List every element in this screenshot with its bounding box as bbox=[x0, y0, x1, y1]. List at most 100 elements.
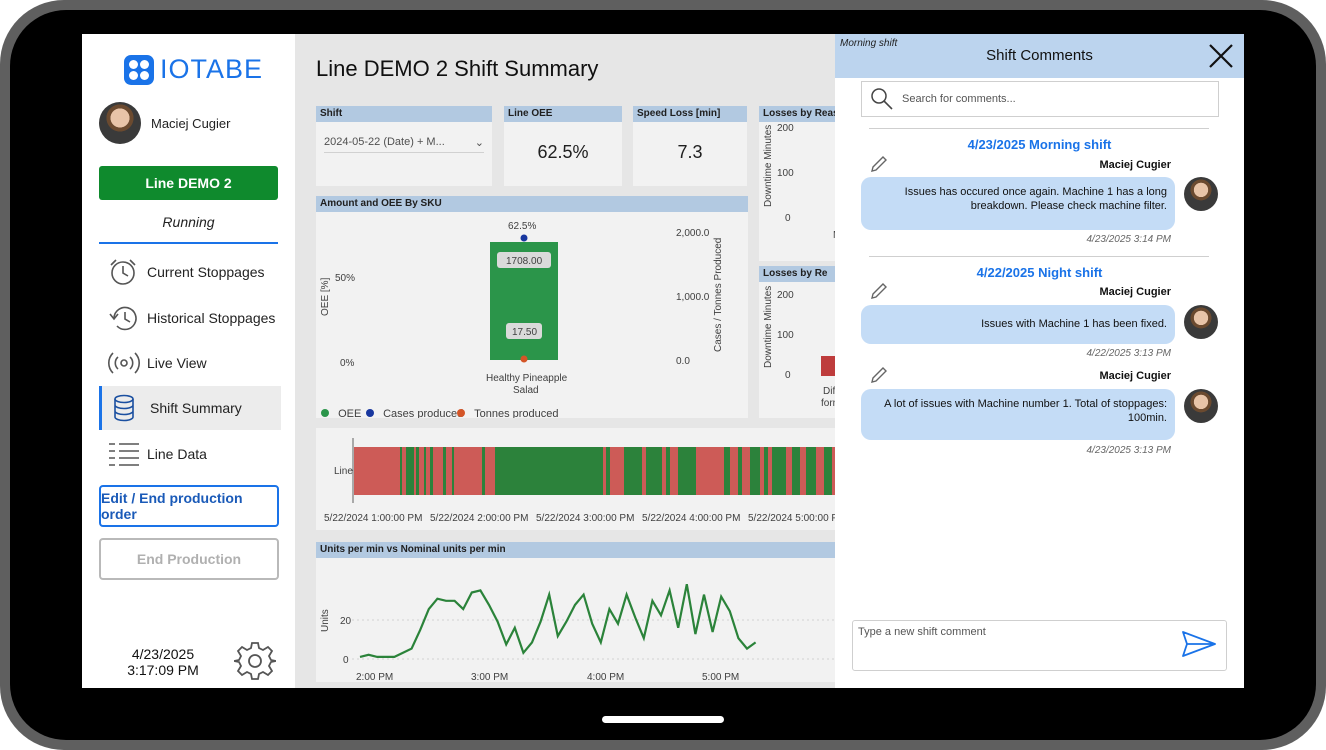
search-input[interactable]: Search for comments... bbox=[861, 81, 1219, 117]
sidebar-item-live-view[interactable]: Live View bbox=[99, 341, 278, 385]
timeline-segment bbox=[642, 447, 646, 495]
losses-tick: 100 bbox=[777, 330, 794, 341]
sidebar-item-historical-stoppages[interactable]: Historical Stoppages bbox=[99, 296, 278, 340]
timeline-card: Line B 5/22/2024 1:00:00 PM 5/22/2024 2:… bbox=[316, 428, 894, 530]
timeline-segment bbox=[426, 447, 430, 495]
end-production-button[interactable]: End Production bbox=[99, 538, 279, 580]
sidebar-item-label: Shift Summary bbox=[150, 400, 242, 416]
losses-tick: 0 bbox=[785, 370, 791, 381]
shift-tag: Morning shift bbox=[840, 38, 898, 49]
current-date: 4/23/2025 bbox=[131, 646, 195, 662]
units-xtick: 5:00 PM bbox=[702, 672, 739, 682]
close-icon[interactable] bbox=[1207, 42, 1235, 70]
pencil-icon[interactable] bbox=[870, 366, 888, 384]
chevron-down-icon: ⌄ bbox=[474, 136, 484, 149]
comment-author: Maciej Cugier bbox=[1099, 370, 1171, 382]
timeline-segment bbox=[446, 447, 452, 495]
timeline-segment bbox=[738, 447, 742, 495]
speed-loss-value: 7.3 bbox=[677, 142, 703, 162]
legend-cases: _Cases produced bbox=[376, 408, 463, 418]
losses-tick: 0 bbox=[785, 213, 791, 224]
units-ytick: 0 bbox=[343, 655, 349, 666]
oee-card: Line OEE 62.5% bbox=[504, 106, 622, 186]
line-select-button[interactable]: Line DEMO 2 bbox=[99, 166, 278, 200]
units-xtick: 2:00 PM bbox=[356, 672, 393, 682]
card-header: Speed Loss [min] bbox=[633, 106, 747, 122]
timeline-segment bbox=[424, 447, 426, 495]
losses-tick: 200 bbox=[777, 123, 794, 134]
timeline-tick: 5/22/2024 5:00:00 PM bbox=[748, 513, 846, 524]
pencil-icon[interactable] bbox=[870, 155, 888, 173]
legend-tonnes: _Tonnes produced bbox=[467, 408, 559, 418]
pencil-icon[interactable] bbox=[870, 282, 888, 300]
timeline-segment bbox=[414, 447, 416, 495]
timeline-segment bbox=[485, 447, 495, 495]
sidebar-item-line-data[interactable]: Line Data bbox=[99, 432, 278, 476]
losses-category: form bbox=[821, 398, 841, 409]
tonnes-point bbox=[520, 355, 528, 363]
gear-icon[interactable] bbox=[233, 640, 277, 682]
sku-category-label: Healthy Pineapple bbox=[486, 373, 568, 384]
timeline-tick: 5/22/2024 4:00:00 PM bbox=[642, 513, 740, 524]
legend-tonnes-marker bbox=[457, 409, 465, 417]
sidebar-item-label: Live View bbox=[147, 355, 207, 371]
timeline-segment bbox=[419, 447, 424, 495]
avatar bbox=[1184, 177, 1218, 211]
sku-category-label: Salad bbox=[513, 385, 539, 396]
comment-author: Maciej Cugier bbox=[1099, 286, 1171, 298]
sidebar-item-current-stoppages[interactable]: Current Stoppages bbox=[99, 250, 278, 294]
losses-category: Dif bbox=[823, 386, 835, 397]
timeline-segment bbox=[792, 447, 800, 495]
card-header: Losses by Reas bbox=[759, 106, 859, 122]
units-ytick: 20 bbox=[340, 616, 352, 627]
user-profile[interactable]: Maciej Cugier bbox=[99, 102, 230, 144]
sidebar-item-label: Line Data bbox=[147, 446, 207, 462]
units-xtick: 3:00 PM bbox=[471, 672, 508, 682]
timeline-segment bbox=[662, 447, 666, 495]
sku-left-tick: 0% bbox=[340, 358, 355, 369]
timeline-segment bbox=[416, 447, 419, 495]
sku-ylabel-right: Cases / Tonnes Produced bbox=[713, 238, 724, 352]
history-icon bbox=[107, 303, 141, 333]
shift-select[interactable]: 2024-05-22 (Date) + M... ⌄ bbox=[324, 132, 484, 153]
timeline-segment bbox=[646, 447, 662, 495]
edit-end-production-order-button[interactable]: Edit / End production order bbox=[99, 485, 279, 527]
sku-right-tick: 2,000.0 bbox=[676, 228, 710, 239]
timeline-segment bbox=[760, 447, 764, 495]
comment-author: Maciej Cugier bbox=[1099, 159, 1171, 171]
timeline-segment bbox=[482, 447, 485, 495]
losses-tick: 200 bbox=[777, 290, 794, 301]
user-name: Maciej Cugier bbox=[151, 115, 231, 131]
sku-ylabel-left: OEE [%] bbox=[320, 277, 331, 316]
timeline-segment bbox=[400, 447, 402, 495]
timeline-segment bbox=[452, 447, 454, 495]
avatar bbox=[1184, 389, 1218, 423]
live-broadcast-icon bbox=[107, 348, 141, 378]
timeline-segment bbox=[786, 447, 792, 495]
shift-heading: 4/22/2025 Night shift bbox=[976, 265, 1103, 280]
comment-input[interactable]: Type a new shift comment bbox=[852, 620, 1227, 671]
avatar bbox=[99, 102, 141, 144]
legend-cases-marker bbox=[366, 409, 374, 417]
timeline-segment bbox=[678, 447, 696, 495]
timeline-segment bbox=[724, 447, 730, 495]
tonnes-label-box bbox=[506, 323, 542, 339]
send-icon[interactable] bbox=[1181, 629, 1217, 659]
timeline-segment bbox=[495, 447, 499, 495]
timeline-segment bbox=[433, 447, 443, 495]
sidebar-item-shift-summary[interactable]: Shift Summary bbox=[99, 386, 281, 430]
home-indicator bbox=[602, 716, 724, 723]
sidebar-item-label: Historical Stoppages bbox=[147, 310, 276, 326]
current-time: 3:17:09 PM bbox=[127, 662, 199, 678]
units-chart: Units 20 0 2:00 PM 3:00 PM 4:00 PM 5:00 … bbox=[320, 583, 856, 682]
losses-tick: 100 bbox=[777, 168, 794, 179]
timeline-segment bbox=[824, 447, 832, 495]
sku-chart: OEE [%] Cases / Tonnes Produced 50% 0% 2… bbox=[320, 221, 724, 418]
tonnes-data-label: 17.50 bbox=[512, 327, 537, 338]
speed-loss-card: Speed Loss [min] 7.3 bbox=[633, 106, 747, 186]
timeline-segment bbox=[610, 447, 624, 495]
units-xtick: 4:00 PM bbox=[587, 672, 624, 682]
timeline-segment bbox=[768, 447, 772, 495]
comment-time: 4/23/2025 3:13 PM bbox=[1086, 445, 1171, 456]
timeline-chart: Line B 5/22/2024 1:00:00 PM 5/22/2024 2:… bbox=[324, 438, 894, 524]
